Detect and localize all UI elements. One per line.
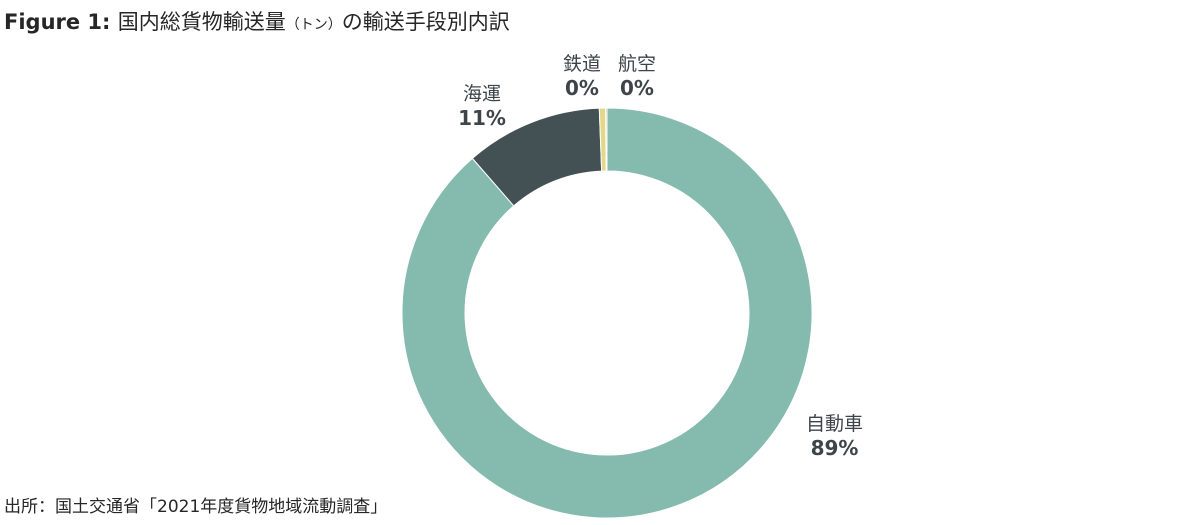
slice-label-name-3: 航空 xyxy=(618,53,656,75)
slice-label-name-0: 自動車 xyxy=(806,413,863,435)
slice-label-name-2: 鉄道 xyxy=(563,53,601,75)
slice-0 xyxy=(401,107,813,519)
chart-title: Figure 1: 国内総貨物輸送量（トン）の輸送手段別内訳 xyxy=(4,6,510,36)
title-unit: （トン） xyxy=(285,17,342,33)
slice-label-pct-2: 0% xyxy=(565,76,599,100)
source-note: 出所：国土交通省「2021年度貨物地域流動調査」 xyxy=(4,497,388,517)
donut-slices xyxy=(401,107,813,519)
title-rest: の輸送手段別内訳 xyxy=(341,10,510,34)
slice-3 xyxy=(605,107,608,172)
figure-label: Figure 1: xyxy=(4,10,111,34)
slice-label-name-1: 海運 xyxy=(463,83,501,105)
title-main: 国内総貨物輸送量 xyxy=(117,10,286,34)
slice-label-pct-0: 89% xyxy=(811,436,859,460)
slice-label-pct-3: 0% xyxy=(620,76,654,100)
slice-label-pct-1: 11% xyxy=(458,106,506,130)
